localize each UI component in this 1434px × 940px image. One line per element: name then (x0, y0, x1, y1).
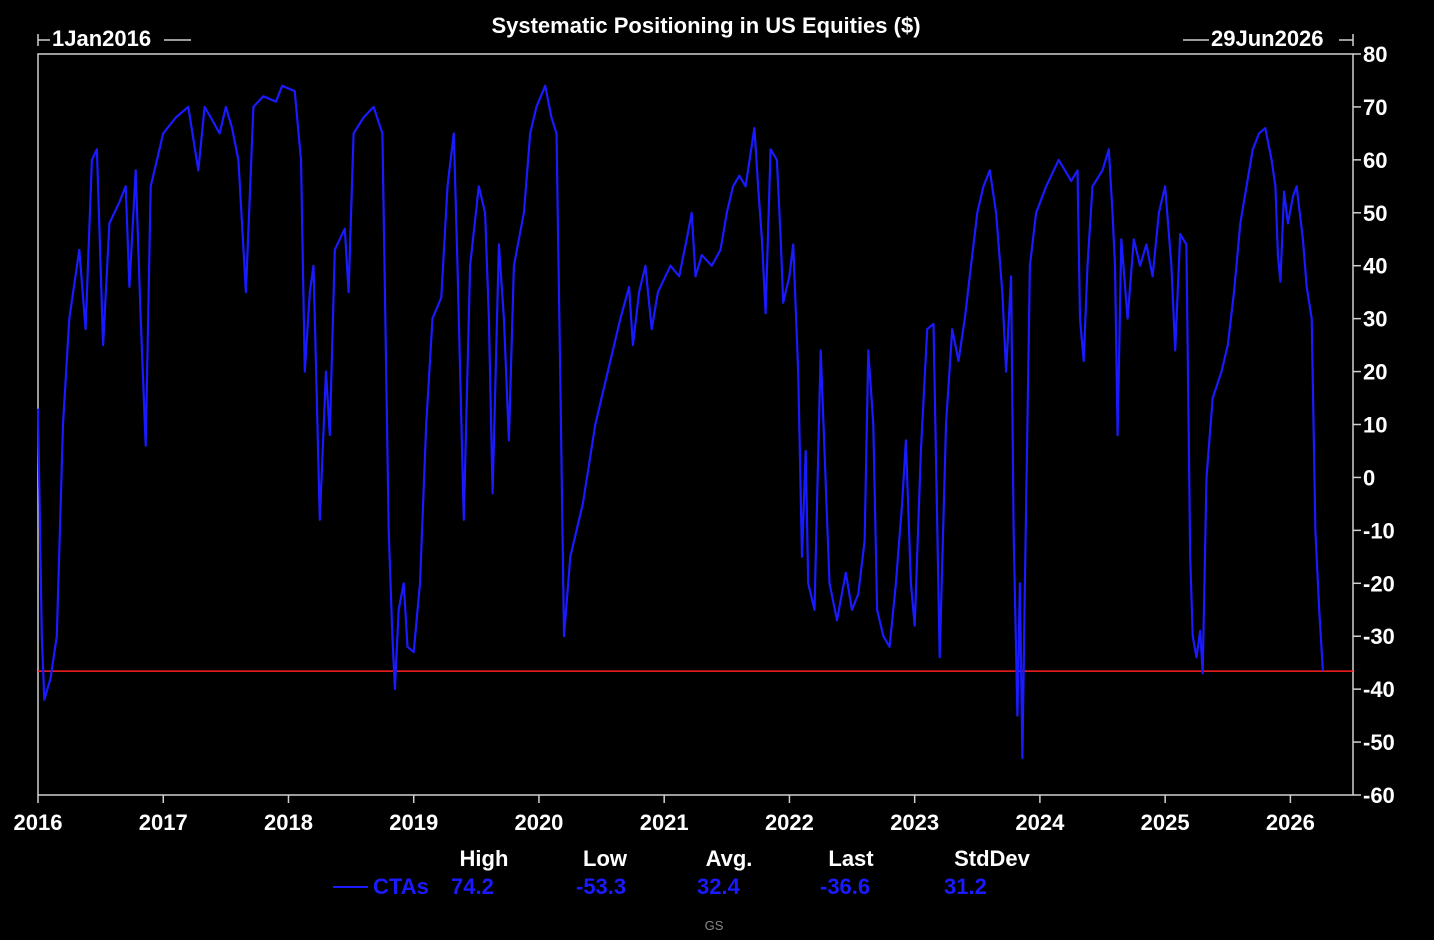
end-date-marker: 29Jun2026 (1183, 26, 1354, 51)
y-tick-label: -30 (1363, 624, 1395, 649)
y-tick-label: 70 (1363, 95, 1387, 120)
y-axis: 80 70 60 50 40 30 20 10 0 -10 -20 -30 -40 -50 -60 (1353, 42, 1395, 808)
x-tick-label: 2019 (389, 810, 438, 835)
y-tick-label: 30 (1363, 307, 1387, 332)
series-group (36, 84, 1324, 760)
x-axis: 2016 2017 2018 2019 2020 2021 2022 2023 2024 2025… (14, 795, 1315, 835)
x-tick-label: 2022 (765, 810, 814, 835)
y-tick-label: 40 (1363, 254, 1387, 279)
series-line-ctas (36, 84, 1324, 760)
y-tick-label: -60 (1363, 783, 1395, 808)
x-tick-label: 2017 (139, 810, 188, 835)
start-date-label: 1Jan2016 (52, 26, 151, 51)
stat-value-avg: 32.4 (697, 874, 741, 899)
y-tick-label: -20 (1363, 571, 1395, 596)
source-label: GS (705, 918, 724, 933)
stats-table: High Low Avg. Last StdDev CTAs 74.2 -53.… (333, 846, 1031, 899)
stat-value-last: -36.6 (820, 874, 870, 899)
legend-series-label: CTAs (373, 874, 429, 899)
x-tick-label: 2020 (514, 810, 563, 835)
stat-header-avg: Avg. (706, 846, 753, 871)
x-tick-label: 2024 (1015, 810, 1065, 835)
y-tick-label: 10 (1363, 413, 1387, 438)
x-tick-label: 2021 (640, 810, 689, 835)
y-tick-label: -50 (1363, 730, 1395, 755)
start-date-marker: 1Jan2016 (37, 26, 191, 51)
y-tick-label: 60 (1363, 148, 1387, 173)
x-tick-label: 2026 (1266, 810, 1315, 835)
y-tick-label: -10 (1363, 518, 1395, 543)
plot-area (37, 53, 1354, 796)
chart-title: Systematic Positioning in US Equities ($… (491, 13, 920, 38)
stat-header-stddev: StdDev (954, 846, 1031, 871)
x-tick-label: 2016 (14, 810, 63, 835)
x-tick-label: 2025 (1141, 810, 1190, 835)
x-tick-label: 2023 (890, 810, 939, 835)
stat-header-low: Low (583, 846, 628, 871)
x-tick-label: 2018 (264, 810, 313, 835)
stat-header-last: Last (828, 846, 874, 871)
end-date-label: 29Jun2026 (1211, 26, 1324, 51)
y-tick-label: -40 (1363, 677, 1395, 702)
stat-value-low: -53.3 (576, 874, 626, 899)
stat-value-high: 74.2 (451, 874, 494, 899)
y-tick-label: 20 (1363, 360, 1387, 385)
y-tick-label: 50 (1363, 201, 1387, 226)
y-tick-label: 80 (1363, 42, 1387, 67)
y-tick-label: 0 (1363, 465, 1375, 490)
stat-value-stddev: 31.2 (944, 874, 987, 899)
stat-header-high: High (460, 846, 509, 871)
